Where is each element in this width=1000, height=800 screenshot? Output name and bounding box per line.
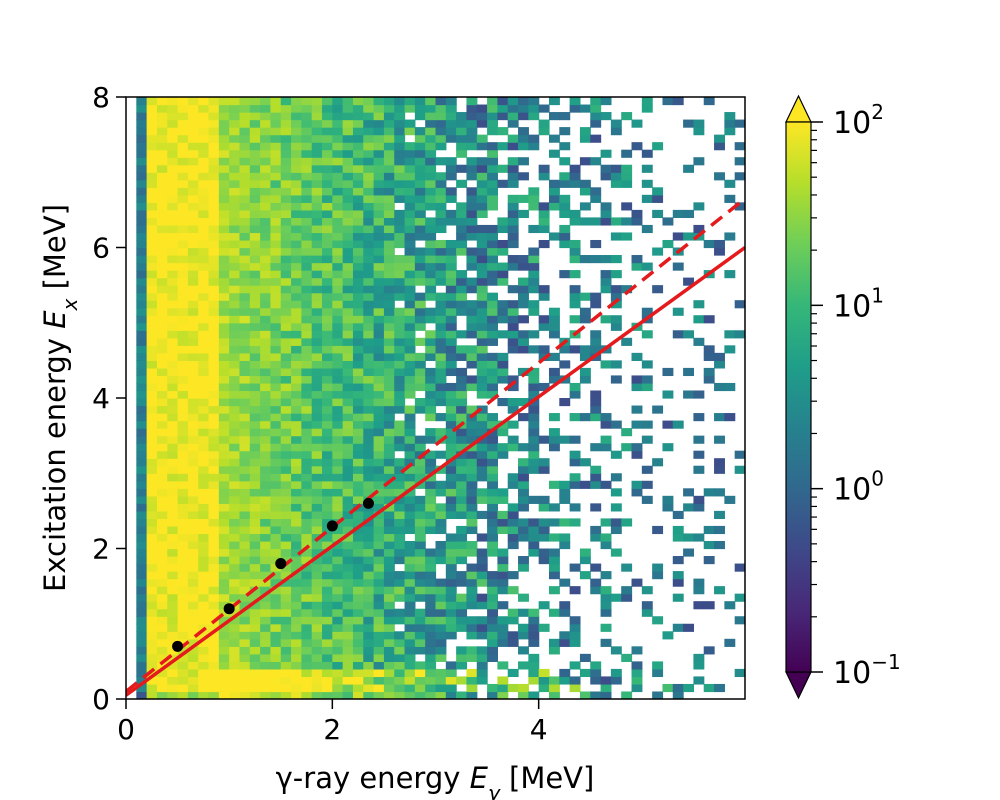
data-point <box>326 520 338 532</box>
x-tick-label: 4 <box>530 713 548 746</box>
fit-line-solid <box>126 246 745 697</box>
colorbar-tick-label: 101 <box>833 283 884 324</box>
series-layer <box>126 197 745 697</box>
y-tick-label: 8 <box>92 81 110 114</box>
y-tick-label: 6 <box>92 232 110 265</box>
colorbar-extend-top <box>785 94 812 123</box>
colorbar-tick-label: 100 <box>833 467 884 508</box>
y-tick-label: 2 <box>92 533 110 566</box>
y-tick-label: 0 <box>92 683 110 716</box>
y-axis: 0 2 4 6 8 <box>92 81 126 716</box>
x-axis: 0 2 4 <box>117 699 548 746</box>
colorbar: 10−1 100 101 102 <box>785 94 901 700</box>
x-tick-label: 2 <box>323 713 341 746</box>
data-point <box>223 603 235 615</box>
colorbar-gradient <box>785 121 812 673</box>
y-axis-label: Excitation energy Ex [MeV] <box>38 204 82 592</box>
y-tick-label: 4 <box>92 382 110 415</box>
x-tick-label: 0 <box>117 713 135 746</box>
colorbar-tick-label: 10−1 <box>833 650 901 691</box>
heatmap <box>136 97 745 699</box>
data-point <box>362 497 374 509</box>
x-axis-label: γ-ray energy Eγ [MeV] <box>276 761 595 800</box>
colorbar-tick-label: 102 <box>833 100 884 141</box>
data-point <box>172 640 184 652</box>
colorbar-extend-bottom <box>785 671 812 700</box>
data-point <box>275 558 287 570</box>
